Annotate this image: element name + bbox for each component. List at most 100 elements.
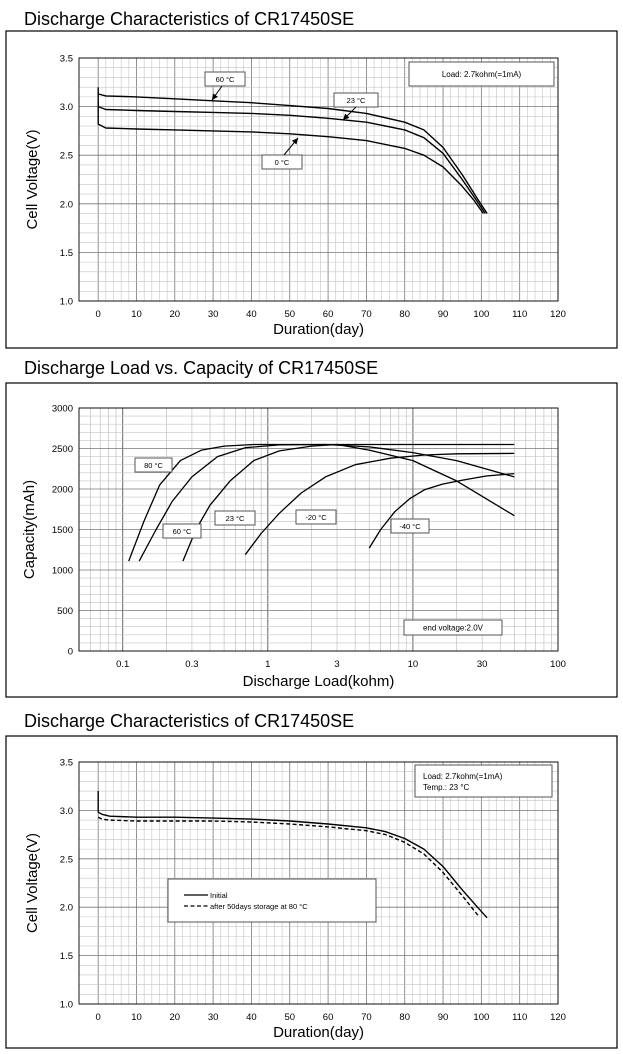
- chart2-series-line-4: [368, 472, 515, 549]
- chart1-ytick-label: 3.5: [60, 54, 73, 65]
- chart1-xtick-label: 10: [131, 309, 142, 320]
- chart3-frame: [5, 735, 618, 1049]
- chart1-annotation-60c: 60 °C: [216, 75, 235, 84]
- chart2-annotation-60c: 60 °C: [173, 527, 192, 536]
- chart2-annotation-m20c: -20 °C: [305, 513, 327, 522]
- chart2-annotation-60c-box: [162, 523, 202, 539]
- chart1-series-line-0: [97, 87, 488, 214]
- chart3-plot-area: [78, 761, 559, 1005]
- chart1-ytick-label: 3.0: [60, 102, 73, 113]
- chart1-xtick-label: 70: [361, 309, 372, 320]
- chart1-ytick-label: 1.0: [60, 297, 73, 308]
- chart2-legend-box-text-box: [403, 619, 503, 636]
- chart1-xtick-label: 120: [550, 309, 566, 320]
- chart1-ytick-label: 1.5: [60, 248, 73, 259]
- chart3-xtick-label: 60: [323, 1012, 334, 1023]
- chart3-xtick-label: 20: [170, 1012, 181, 1023]
- chart1-xtick-label: 90: [438, 309, 449, 320]
- chart3-info-load: Load: 2.7kohm(=1mA): [423, 772, 503, 781]
- chart2-ytick-label: 1500: [52, 525, 73, 536]
- chart3-xtick-label: 10: [131, 1012, 142, 1023]
- chart2-ytick-label: 3000: [52, 404, 73, 415]
- chart2-annotation-m40c-box: [390, 518, 430, 534]
- chart2-x-axis-label: Discharge Load(kohm): [243, 673, 395, 690]
- chart3-ytick-label: 2.0: [60, 903, 73, 914]
- chart3-ytick-label: 1.5: [60, 951, 73, 962]
- chart1-xtick-label: 50: [284, 309, 295, 320]
- chart3-info-box: [414, 764, 553, 798]
- chart3-xtick-label: 0: [96, 1012, 101, 1023]
- chart1-annotation-23c: 23 °C: [347, 96, 366, 105]
- chart1-series-line-1: [97, 92, 486, 214]
- chart3-xtick-label: 110: [512, 1012, 527, 1023]
- chart1-annotation-60c-box: [204, 71, 246, 87]
- chart1-xtick-label: 30: [208, 309, 219, 320]
- chart2-xtick-label: 30: [477, 659, 488, 670]
- chart2-plot-area: [78, 407, 559, 652]
- chart3-xtick-label: 50: [284, 1012, 295, 1023]
- chart3-ytick-label: 3.0: [60, 806, 73, 817]
- chart1-annotation-0c-box: [261, 154, 303, 170]
- chart1-series-line-2: [97, 101, 484, 214]
- chart2-ytick-label: 0: [68, 647, 73, 658]
- chart2-xtick-label: 100: [550, 659, 566, 670]
- chart1-xtick-label: 110: [512, 309, 527, 320]
- chart3-xtick-label: 120: [550, 1012, 566, 1023]
- chart1-xtick-label: 80: [399, 309, 410, 320]
- chart1-xtick-label: 20: [170, 309, 181, 320]
- chart2-title: Discharge Load vs. Capacity of CR17450SE: [24, 358, 379, 378]
- chart3-xtick-label: 100: [473, 1012, 489, 1023]
- chart3-xtick-label: 80: [399, 1012, 410, 1023]
- chart2-series-line-0: [128, 443, 515, 562]
- chart1-xtick-label: 100: [473, 309, 489, 320]
- chart3-info-temp: Temp.: 23 °C: [423, 783, 470, 792]
- chart3-xtick-label: 40: [246, 1012, 257, 1023]
- chart1-annotation-0c: 0 °C: [275, 158, 290, 167]
- chart3-ytick-label: 3.5: [60, 758, 73, 769]
- chart2-ytick-label: 1000: [52, 566, 73, 577]
- chart1-xtick-label: 40: [246, 309, 257, 320]
- chart2-annotation-80c-box: [134, 457, 173, 473]
- chart1-legend-box-text: Load: 2.7kohm(=1mA): [442, 70, 522, 79]
- chart2-annotation-23c-box: [214, 510, 256, 526]
- chart1-legend-box-text-box: [408, 61, 555, 87]
- chart2-xtick-label: 1: [265, 659, 270, 670]
- chart2-frame: [5, 382, 618, 698]
- chart1-x-axis-label: Duration(day): [273, 321, 364, 338]
- chart3-series-line-1: [97, 816, 480, 918]
- chart2-annotation-m40c: -40 °C: [399, 522, 421, 531]
- chart3-x-axis-label: Duration(day): [273, 1024, 364, 1041]
- chart3-title: Discharge Characteristics of CR17450SE: [24, 711, 355, 731]
- chart1-ytick-label: 2.0: [60, 199, 73, 210]
- chart2-legend-box-text: end voltage:2.0V: [423, 624, 484, 633]
- chart3-legend-initial-label: Initial: [210, 891, 228, 900]
- chart2-xtick-label: 3: [334, 659, 339, 670]
- chart2-annotation-23c: 23 °C: [226, 514, 245, 523]
- chart2-series-line-2: [182, 443, 515, 562]
- chart3-xtick-label: 30: [208, 1012, 219, 1023]
- chart3-ytick-label: 1.0: [60, 1000, 73, 1011]
- chart1-arrow-60c-head: [212, 93, 218, 100]
- chart2-ytick-label: 2500: [52, 444, 73, 455]
- chart3-series-line-0: [97, 791, 488, 919]
- chart2-xtick-label: 0.3: [185, 659, 198, 670]
- chart3-legend-storage-label: after 50days storage at 80 °C: [210, 902, 308, 911]
- chart2-annotation-m20c-box: [295, 509, 337, 525]
- chart1-xtick-label: 60: [323, 309, 334, 320]
- chart2-ytick-label: 2000: [52, 485, 73, 496]
- chart3-y-axis-label: Cell Voltage(V): [24, 833, 41, 933]
- chart1-arrow-0c-head: [291, 138, 298, 145]
- chart2-annotation-80c: 80 °C: [144, 461, 163, 470]
- chart2-y-axis-label: Capacity(mAh): [21, 480, 38, 579]
- chart2-xtick-label: 10: [408, 659, 419, 670]
- chart1-ytick-label: 2.5: [60, 151, 73, 162]
- chart2-xtick-label: 0.1: [116, 659, 129, 670]
- chart1-title: Discharge Characteristics of CR17450SE: [24, 9, 355, 29]
- chart3-xtick-label: 90: [438, 1012, 449, 1023]
- chart2-series-line-3: [244, 452, 515, 555]
- chart3-legend-box: [167, 878, 377, 923]
- chart2-ytick-label: 500: [57, 606, 73, 617]
- chart1-xtick-label: 0: [96, 309, 101, 320]
- chart1-plot-area: [78, 57, 559, 302]
- chart2-series-line-1: [138, 443, 515, 562]
